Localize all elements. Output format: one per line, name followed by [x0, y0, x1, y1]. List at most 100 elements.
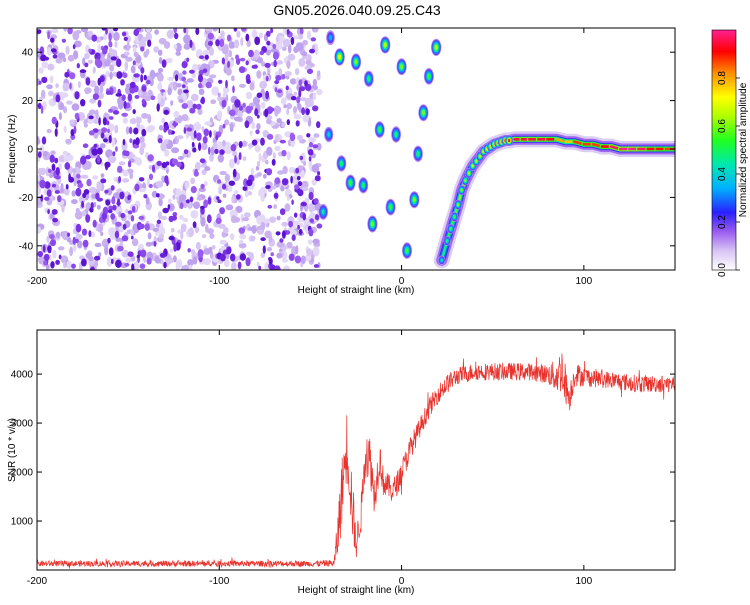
- noise-speckle-dark: [114, 230, 120, 239]
- noise-speckle-light: [302, 114, 310, 123]
- noise-speckle-dark: [274, 87, 278, 93]
- noise-speckle-light: [294, 68, 300, 76]
- noise-speckle-light: [260, 192, 265, 202]
- noise-speckle-dark: [138, 177, 145, 182]
- snr-x-tick-label: -200: [27, 576, 47, 587]
- noise-speckle-light: [138, 243, 144, 250]
- noise-speckle-dark: [235, 54, 240, 60]
- noise-speckle-light: [87, 59, 93, 64]
- noise-speckle-dark: [112, 151, 116, 157]
- noise-speckle-light: [145, 28, 151, 33]
- noise-speckle-light: [167, 87, 172, 96]
- noise-speckle-dark: [258, 265, 262, 270]
- noise-speckle-dark: [279, 139, 286, 144]
- noise-speckle-light: [179, 194, 187, 201]
- noise-speckle-light: [117, 100, 124, 110]
- noise-speckle-light: [266, 146, 273, 156]
- spectral-blob: [431, 38, 442, 57]
- noise-speckle-dark: [246, 79, 251, 84]
- noise-speckle-dark: [52, 54, 58, 59]
- noise-speckle-dark: [173, 28, 178, 34]
- noise-speckle-light: [46, 128, 52, 134]
- noise-speckle-dark: [90, 202, 94, 210]
- noise-speckle-light: [306, 30, 312, 40]
- noise-speckle-dark: [108, 32, 112, 42]
- noise-speckle-dark: [272, 51, 280, 60]
- noise-speckle-light: [290, 229, 297, 236]
- noise-speckle-dark: [44, 181, 51, 189]
- noise-speckle-light: [175, 260, 180, 270]
- noise-speckle-light: [234, 116, 242, 122]
- noise-speckle-dark: [37, 102, 42, 110]
- noise-speckle-dark: [250, 106, 254, 110]
- noise-speckle-light: [296, 42, 304, 51]
- noise-speckle-light: [299, 97, 308, 102]
- noise-speckle-light: [158, 57, 163, 64]
- noise-speckle-dark: [189, 39, 193, 48]
- noise-speckle-light: [132, 238, 139, 247]
- noise-speckle-dark: [182, 70, 187, 75]
- noise-speckle-dark: [133, 28, 139, 37]
- noise-speckle-dark: [127, 93, 133, 102]
- noise-speckle-dark: [159, 252, 166, 258]
- noise-speckle-light: [293, 106, 298, 113]
- noise-speckle-light: [65, 45, 70, 55]
- noise-speckle-dark: [268, 107, 275, 112]
- noise-speckle-light: [74, 210, 83, 220]
- noise-speckle-dark: [121, 235, 129, 242]
- noise-speckle-dark: [275, 231, 281, 236]
- noise-speckle-light: [99, 84, 104, 94]
- noise-speckle-dark: [308, 156, 312, 162]
- noise-speckle-light: [45, 264, 50, 270]
- noise-speckle-light: [212, 142, 218, 150]
- noise-speckle-dark: [121, 31, 127, 37]
- colorbar-frame: [711, 29, 737, 271]
- noise-speckle-dark: [183, 149, 189, 155]
- noise-speckle-dark: [172, 212, 178, 217]
- noise-speckle-dark: [73, 125, 77, 134]
- noise-speckle-light: [316, 88, 323, 96]
- noise-speckle-light: [75, 207, 80, 213]
- noise-speckle-light: [146, 178, 150, 187]
- noise-speckle-dark: [129, 138, 133, 144]
- ridge-spot-peak: [457, 203, 460, 207]
- spectral-blob-peak: [405, 248, 409, 253]
- noise-speckle-dark: [106, 120, 110, 126]
- noise-speckle-dark: [217, 199, 222, 203]
- ridge-spot-peak: [460, 188, 463, 192]
- ridge-spot: [454, 199, 462, 210]
- noise-speckle-dark: [67, 232, 70, 237]
- noise-speckle-dark: [286, 119, 290, 126]
- noise-speckle-light: [161, 117, 166, 124]
- noise-speckle-dark: [265, 90, 269, 100]
- snr-x-tick-label: -100: [209, 576, 229, 587]
- noise-speckle-dark: [92, 219, 97, 228]
- noise-speckle-dark: [108, 40, 113, 47]
- noise-speckle-dark: [55, 259, 60, 265]
- noise-speckle-light: [157, 211, 163, 220]
- noise-speckle-light: [136, 121, 140, 129]
- noise-speckle-dark: [192, 103, 197, 110]
- noise-speckle-light: [228, 49, 233, 58]
- noise-speckle-light: [124, 61, 129, 71]
- noise-speckle-light: [307, 98, 314, 107]
- noise-speckle-dark: [148, 183, 153, 189]
- noise-speckle-dark: [123, 100, 127, 109]
- noise-speckle-light: [236, 30, 241, 38]
- noise-speckle-light: [222, 86, 230, 94]
- spectral-blob-peak: [394, 132, 398, 137]
- noise-speckle-dark: [204, 54, 209, 60]
- noise-speckle-dark: [37, 251, 43, 258]
- noise-speckle-dark: [47, 209, 50, 215]
- noise-speckle-light: [266, 45, 273, 51]
- noise-speckle-dark: [200, 205, 205, 210]
- noise-speckle-dark: [163, 261, 167, 269]
- noise-speckle-light: [212, 28, 218, 32]
- noise-speckle-light: [308, 202, 314, 213]
- noise-speckle-dark: [306, 68, 314, 74]
- spectral-blob: [396, 58, 407, 76]
- noise-speckle-dark: [181, 103, 189, 109]
- noise-speckle-dark: [51, 183, 57, 188]
- noise-speckle-light: [157, 73, 164, 82]
- noise-speckle-light: [173, 110, 180, 118]
